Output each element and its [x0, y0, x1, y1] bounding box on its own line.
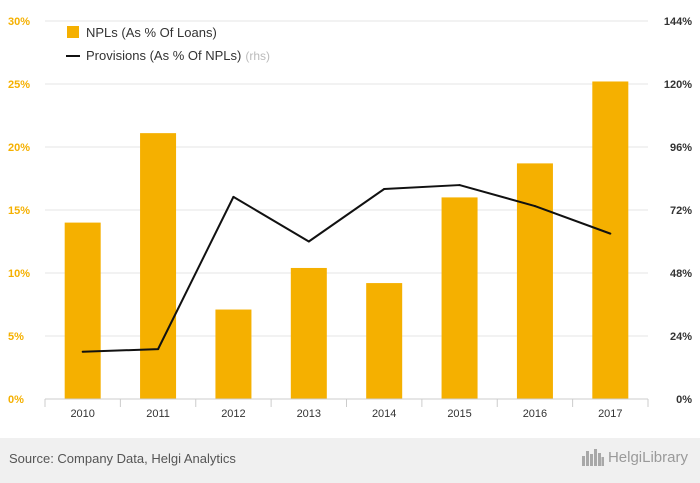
right-axis-tick-label: 48%: [670, 268, 692, 280]
x-axis-tick-label: 2014: [372, 408, 396, 420]
legend-label-npls: NPLs (As % Of Loans): [86, 25, 217, 40]
provisions-point-2017: [609, 232, 612, 235]
bar-2014: [366, 283, 403, 399]
right-axis-tick-label: 72%: [670, 205, 692, 217]
right-axis-tick-label: 144%: [664, 16, 692, 28]
x-axis-tick-label: 2011: [146, 408, 170, 420]
legend-label-provisions-name: Provisions (As % Of NPLs): [86, 48, 241, 63]
provisions-point-2015: [458, 184, 461, 187]
brand-logo[interactable]: HelgiLibrary: [581, 448, 688, 466]
axes: 0% 0% 5% 24% 10% 48% 15% 72% 20% 96% 25% 120% 30% 144…: [8, 16, 692, 420]
x-axis-tick-label: 2015: [447, 408, 471, 420]
provisions-point-2014: [383, 188, 386, 190]
x-axis-tick-label: 2013: [297, 408, 321, 420]
left-axis-tick-label: 30%: [8, 16, 30, 28]
brand-name: HelgiLibrary: [607, 448, 688, 466]
bar-2017: [592, 81, 629, 399]
bar-2013: [290, 267, 327, 399]
x-axis-tick-label: 2010: [70, 408, 94, 420]
bar-2015: [441, 197, 478, 399]
left-axis-tick-label: 25%: [8, 79, 30, 91]
bar-2011: [140, 133, 177, 399]
x-axis-tick-label: 2017: [598, 408, 622, 420]
left-axis-tick-label: 0%: [8, 394, 24, 406]
provisions-point-2012: [232, 195, 235, 198]
left-axis-tick-label: 15%: [8, 205, 30, 217]
right-axis-tick-label: 120%: [664, 79, 692, 91]
bar-2010: [64, 222, 101, 399]
left-axis-tick-label: 10%: [8, 268, 30, 280]
legend-label-provisions-rhs: (rhs): [245, 49, 270, 63]
right-axis-tick-label: 96%: [670, 142, 692, 154]
line-series: [81, 184, 612, 353]
legend-label-provisions: Provisions (As % Of NPLs) (rhs): [86, 48, 270, 63]
bar-2016: [516, 163, 553, 399]
left-axis-tick-label: 5%: [8, 331, 24, 343]
bar-2012: [215, 309, 252, 399]
city-skyline-icon: [581, 448, 604, 466]
right-axis-tick-label: 24%: [670, 331, 692, 343]
provisions-point-2013: [307, 240, 310, 243]
bar-series: [64, 81, 629, 399]
x-axis-tick-label: 2016: [523, 408, 547, 420]
source-note: Source: Company Data, Helgi Analytics: [9, 451, 236, 466]
provisions-line: [82, 184, 611, 353]
provisions-point-2010: [81, 350, 84, 353]
grid-lines: [45, 20, 648, 400]
right-axis-tick-label: 0%: [676, 394, 692, 406]
provisions-point-2011: [157, 348, 160, 351]
legend-swatch-npls: [67, 26, 79, 38]
x-axis-tick-label: 2012: [221, 408, 245, 420]
left-axis-tick-label: 20%: [8, 142, 30, 154]
legend: NPLs (As % Of Loans) Provisions (As % Of…: [66, 25, 270, 63]
chart-svg: 0% 0% 5% 24% 10% 48% 15% 72% 20% 96% 25% 120% 30% 144…: [8, 16, 692, 420]
provisions-point-2016: [533, 205, 536, 208]
